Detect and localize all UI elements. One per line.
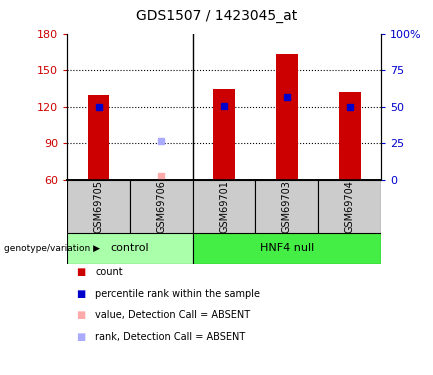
Text: count: count — [95, 267, 123, 277]
Text: GSM69701: GSM69701 — [219, 180, 229, 232]
Bar — [318, 180, 381, 232]
Bar — [67, 180, 130, 232]
Text: control: control — [110, 243, 149, 254]
Text: GSM69703: GSM69703 — [282, 180, 292, 232]
Text: GSM69705: GSM69705 — [94, 180, 103, 233]
Text: percentile rank within the sample: percentile rank within the sample — [95, 289, 260, 298]
Bar — [276, 54, 298, 180]
Bar — [339, 92, 361, 180]
Bar — [87, 95, 110, 180]
Bar — [255, 180, 318, 232]
Bar — [130, 180, 193, 232]
Text: GDS1507 / 1423045_at: GDS1507 / 1423045_at — [136, 9, 297, 23]
Text: ■: ■ — [76, 332, 85, 342]
Text: genotype/variation ▶: genotype/variation ▶ — [4, 244, 100, 253]
Bar — [193, 232, 381, 264]
Bar — [67, 232, 193, 264]
Text: ■: ■ — [76, 310, 85, 320]
Text: GSM69704: GSM69704 — [345, 180, 355, 232]
Text: HNF4 null: HNF4 null — [260, 243, 314, 254]
Text: value, Detection Call = ABSENT: value, Detection Call = ABSENT — [95, 310, 250, 320]
Bar — [193, 180, 255, 232]
Text: rank, Detection Call = ABSENT: rank, Detection Call = ABSENT — [95, 332, 246, 342]
Text: GSM69706: GSM69706 — [156, 180, 166, 232]
Bar — [213, 88, 235, 180]
Text: ■: ■ — [76, 267, 85, 277]
Text: ■: ■ — [76, 289, 85, 298]
